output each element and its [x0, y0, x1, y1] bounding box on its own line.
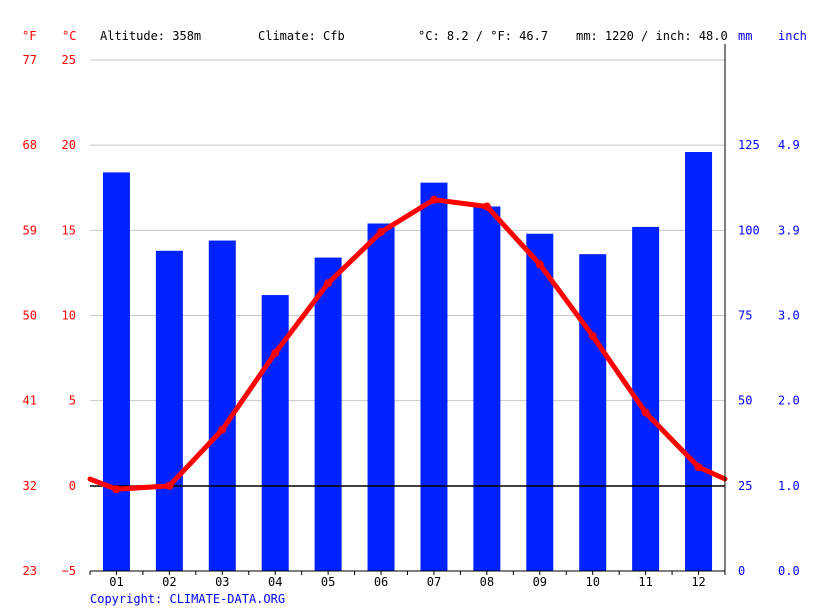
mm-tick-label: 50 [738, 394, 752, 408]
inch-tick-label: 2.0 [778, 394, 800, 408]
temperature-point [112, 485, 121, 494]
x-tick-label: 08 [480, 575, 494, 589]
celsius-tick-label: 0 [69, 479, 76, 493]
inch-tick-label: 1.0 [778, 479, 800, 493]
inch-unit-label: inch [778, 29, 807, 43]
mm-tick-label: 25 [738, 479, 752, 493]
inch-tick-label: 4.9 [778, 138, 800, 152]
fahrenheit-tick-label: 50 [23, 309, 37, 323]
celsius-tick-label: 20 [62, 138, 76, 152]
inch-tick-label: 3.0 [778, 309, 800, 323]
mm-tick-label: 75 [738, 309, 752, 323]
altitude-label: Altitude: 358m [100, 29, 201, 43]
fahrenheit-tick-label: 23 [23, 564, 37, 578]
fahrenheit-tick-label: 32 [23, 479, 37, 493]
average-temperature-label: °C: 8.2 / °F: 46.7 [418, 29, 548, 43]
x-tick-label: 07 [427, 575, 441, 589]
temperature-point [588, 331, 597, 340]
celsius-tick-label: 15 [62, 223, 76, 237]
precipitation-bars [102, 151, 713, 572]
temperature-point [535, 260, 544, 269]
x-tick-label: 05 [321, 575, 335, 589]
precipitation-bar [526, 233, 554, 572]
precipitation-bar [473, 206, 501, 571]
temperature-point [429, 195, 438, 204]
mm-tick-label: 125 [738, 138, 760, 152]
temperature-point [641, 408, 650, 417]
x-tick-label: 11 [638, 575, 652, 589]
precipitation-bar [685, 151, 713, 572]
fahrenheit-tick-label: 59 [23, 223, 37, 237]
precipitation-bar [155, 250, 183, 572]
precipitation-bar [314, 257, 342, 571]
precipitation-bar [208, 240, 236, 571]
precipitation-bar [367, 223, 395, 571]
fahrenheit-tick-label: 77 [23, 53, 37, 67]
y-axis-ticks: 25 77 20 68 15 59 10 50 5 41 0 32 −5 23 125 4.9 100 3.9 75… [23, 53, 800, 578]
x-axis-ticks: 01 02 03 04 05 06 07 08 09 10 11 12 [89, 571, 726, 589]
temperature-point [218, 425, 227, 434]
celsius-tick-label: −5 [62, 564, 76, 578]
precipitation-bar [579, 254, 607, 571]
temperature-line [87, 195, 728, 494]
x-tick-label: 02 [162, 575, 176, 589]
temperature-point [324, 279, 333, 288]
climate-label: Climate: Cfb [258, 29, 345, 43]
precipitation-bar [102, 172, 130, 572]
total-precipitation-label: mm: 1220 / inch: 48.0 [576, 29, 728, 43]
x-tick-label: 10 [585, 575, 599, 589]
temperature-point [377, 228, 386, 237]
precipitation-bar [420, 182, 448, 571]
temperature-point [271, 348, 280, 357]
temperature-series-line [87, 197, 728, 492]
celsius-tick-label: 10 [62, 309, 76, 323]
x-tick-label: 03 [215, 575, 229, 589]
fahrenheit-tick-label: 68 [23, 138, 37, 152]
celsius-tick-label: 5 [69, 394, 76, 408]
x-tick-label: 06 [374, 575, 388, 589]
temperature-point [482, 202, 491, 211]
temperature-point [165, 481, 174, 490]
mm-tick-label: 0 [738, 564, 745, 578]
inch-tick-label: 0.0 [778, 564, 800, 578]
x-tick-label: 04 [268, 575, 282, 589]
celsius-tick-label: 25 [62, 53, 76, 67]
celsius-unit-label: °C [62, 29, 76, 43]
temperature-point [694, 463, 703, 472]
x-tick-label: 09 [533, 575, 547, 589]
inch-tick-label: 3.9 [778, 223, 800, 237]
gridlines [90, 59, 725, 402]
x-tick-label: 12 [691, 575, 705, 589]
mm-unit-label: mm [738, 29, 752, 43]
mm-tick-label: 100 [738, 223, 760, 237]
fahrenheit-unit-label: °F [22, 29, 36, 43]
fahrenheit-tick-label: 41 [23, 394, 37, 408]
copyright-text: Copyright: CLIMATE-DATA.ORG [90, 592, 285, 606]
x-tick-label: 01 [109, 575, 123, 589]
